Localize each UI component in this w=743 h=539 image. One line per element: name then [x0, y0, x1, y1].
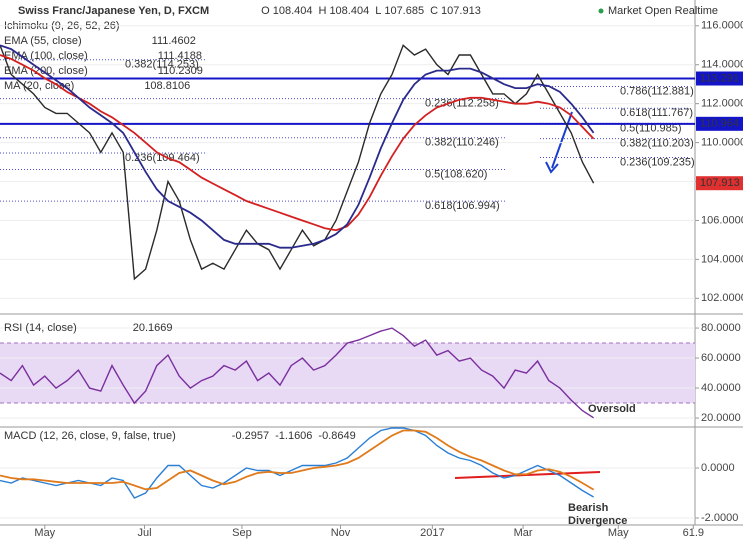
- ohlc-value: 108.404: [273, 5, 313, 17]
- x-tick-label: Jul: [137, 527, 151, 539]
- y-tick-label: 110.0000: [701, 136, 743, 148]
- fib-label: 0.236(109.235): [620, 156, 695, 168]
- ohlc-value: 107.913: [441, 5, 481, 17]
- indicator-name: EMA (55, close): [4, 35, 82, 47]
- x-tick-label: Nov: [331, 527, 351, 539]
- indicator-value: 111.4602: [152, 35, 196, 47]
- indicator-value: 110.2309: [158, 65, 203, 77]
- ohlc-label: H: [318, 5, 326, 17]
- fib-label: 0.382(114.253): [125, 59, 199, 71]
- pane-reading: -0.8649: [318, 430, 355, 442]
- y-tick-label: 106.0000: [701, 214, 743, 226]
- y-tick-label: 114.0000: [701, 59, 743, 71]
- indicator-value: 111.4188: [158, 50, 202, 62]
- y-tick-label: 60.0000: [701, 352, 741, 364]
- y-tick-label: -2.0000: [701, 512, 738, 524]
- series-line: [0, 54, 595, 232]
- symbol-title: Swiss Franc/Japanese Yen, D, FXCM: [18, 5, 209, 17]
- fib-label: 0.382(110.246): [425, 137, 499, 149]
- fib-label: 0.236(109.464): [125, 152, 200, 164]
- fib-label: 0.382(110.203): [620, 138, 694, 150]
- series-line: [0, 44, 595, 281]
- series-line: [0, 327, 594, 419]
- last-price-label: 107.913: [700, 177, 740, 189]
- x-tick-label: May: [34, 527, 55, 539]
- level-label: 113.291: [700, 72, 739, 84]
- pane-reading: 20.1669: [133, 322, 173, 334]
- divergence-lines: [454, 471, 601, 479]
- level-tag: [696, 71, 743, 86]
- x-tick-label: 2017: [420, 527, 444, 539]
- y-tick-label: 116.0000: [701, 20, 743, 32]
- x-tick-label: 61.9: [683, 527, 704, 539]
- level-tag: [696, 116, 743, 131]
- fib-label: 0.618(111.767): [620, 107, 693, 119]
- fib-label: 0.236(112.258): [425, 98, 499, 110]
- y-tick-label: 102.0000: [701, 292, 743, 304]
- price-arrow: [545, 111, 573, 174]
- rsi-band: [0, 343, 695, 404]
- annotation: Bearish Divergence: [568, 502, 627, 527]
- x-tick-label: May: [608, 527, 629, 539]
- level-label: 110.964: [700, 118, 739, 130]
- pane-reading: -1.1606: [275, 430, 312, 442]
- ohlc-label: O: [261, 5, 270, 17]
- ohlc-label: C: [430, 5, 438, 17]
- indicator-value: 108.8106: [144, 80, 190, 92]
- y-tick-label: 20.0000: [701, 412, 741, 424]
- status-dot: [598, 8, 604, 14]
- x-tick-label: Sep: [232, 527, 252, 539]
- annotation: Oversold: [588, 403, 636, 415]
- fib-label: 0.5(110.985): [620, 122, 682, 134]
- fib-label: 0.786(112.881): [620, 85, 694, 97]
- pane-reading: -0.2957: [232, 430, 269, 442]
- fib-label: 0.618(106.994): [425, 200, 500, 212]
- last-price-tag: [696, 176, 743, 191]
- indicator-name: EMA (200, close): [4, 65, 88, 77]
- y-tick-label: 0.0000: [701, 462, 735, 474]
- series-line: [0, 427, 594, 499]
- y-tick-label: 40.0000: [701, 382, 741, 394]
- ohlc-value: 108.404: [329, 5, 369, 17]
- ohlc-label: L: [375, 5, 381, 17]
- series-line: [0, 44, 595, 249]
- x-tick-label: Mar: [514, 527, 533, 539]
- y-tick-label: 104.0000: [701, 253, 743, 265]
- market-status: Market Open Realtime: [608, 5, 718, 17]
- y-tick-label: 80.0000: [701, 322, 741, 334]
- pane-title: RSI (14, close): [4, 322, 77, 334]
- ohlc-value: 107.685: [384, 5, 424, 17]
- pane-title: MACD (12, 26, close, 9, false, true): [4, 430, 176, 442]
- y-tick-label: 112.0000: [701, 98, 743, 110]
- series-line: [0, 429, 595, 491]
- fib-label: 0.5(108.620): [425, 168, 487, 180]
